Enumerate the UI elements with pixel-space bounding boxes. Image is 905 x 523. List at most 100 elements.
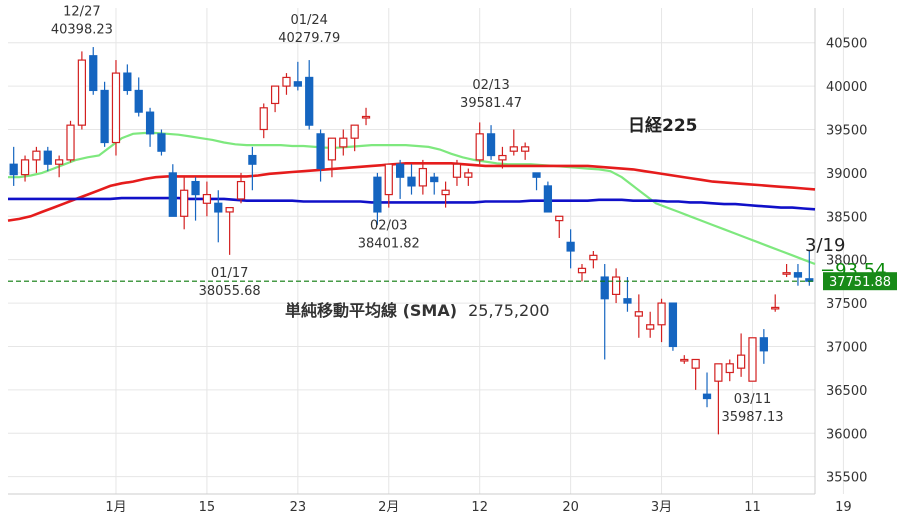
candle-body [430, 176, 439, 183]
y-tick-label: 36000 [826, 427, 867, 442]
x-tick-label: 11 [744, 500, 761, 515]
candle-down [191, 177, 200, 221]
candle-up [736, 333, 746, 377]
candle-body [418, 167, 427, 187]
candle-up [657, 298, 666, 343]
sma200-line [8, 196, 816, 211]
candle-body [270, 85, 280, 105]
candle-body [293, 81, 302, 87]
candle-body [9, 163, 18, 176]
y-tick-label: 37500 [826, 297, 867, 312]
candle-up [418, 159, 427, 195]
candle-body [646, 324, 655, 330]
x-tick-label: 1月 [105, 500, 126, 515]
candle-up [782, 264, 791, 278]
candle-up [589, 251, 598, 269]
candle-body [691, 358, 700, 369]
y-tick-label: 39000 [826, 167, 867, 182]
candle-body [714, 363, 723, 382]
annotation-low: 01/17 38055.68 [199, 266, 261, 299]
y-tick-label: 35500 [826, 471, 867, 486]
candle-up [452, 159, 462, 186]
chart-title: 日経225 [628, 115, 698, 136]
candle-up [464, 168, 473, 186]
candle-down [486, 125, 496, 160]
candle-down [168, 164, 177, 217]
candle-body [759, 337, 768, 352]
candle-body [543, 185, 553, 213]
candle-body [464, 172, 473, 178]
candle-up [555, 215, 564, 238]
candle-up [498, 146, 507, 169]
candle-body [475, 133, 484, 161]
candle-body [191, 180, 200, 196]
candle-body [43, 150, 52, 165]
candle-up [339, 129, 348, 156]
last-date-label: 3/19 [805, 235, 845, 256]
annotation-high: 02/13 39581.47 [460, 78, 522, 111]
candle-up [634, 294, 643, 338]
candle-up [225, 207, 234, 255]
candle-body [89, 55, 98, 92]
y-tick-label: 38000 [826, 254, 867, 269]
candle-down [623, 277, 632, 312]
annotation-date: 02/13 [472, 78, 509, 93]
indicator-label: 単純移動平均線 (SMA) 25,75,200 [285, 301, 550, 320]
y-tick-label: 39500 [826, 124, 867, 139]
candle-body [532, 172, 541, 178]
candle-body [736, 354, 746, 369]
candle-up [32, 146, 41, 173]
candle-body [782, 272, 791, 275]
candle-body [168, 172, 177, 217]
y-tick-label: 37000 [826, 340, 867, 355]
candle-down [373, 172, 382, 225]
annotation-date: 03/11 [734, 392, 771, 407]
candle-up [714, 363, 723, 435]
candle-body [111, 72, 121, 144]
candle-body [373, 176, 382, 213]
candle-body [702, 393, 712, 400]
candle-down [396, 159, 405, 199]
candle-body [100, 89, 109, 144]
candle-body [248, 154, 257, 165]
candle-down [566, 229, 575, 269]
y-tick-label: 40000 [826, 80, 867, 95]
sma-lines [7, 131, 816, 266]
candle-body [600, 276, 609, 300]
candle-up [521, 142, 530, 160]
x-tick-label: 12 [471, 500, 488, 515]
candle-down [100, 81, 109, 147]
annotation-value: 38055.68 [199, 284, 261, 299]
candle-body [509, 146, 518, 152]
x-tick-label: 23 [290, 500, 307, 515]
candle-body [577, 267, 587, 274]
candle-down [759, 329, 768, 364]
candle-down [793, 264, 803, 286]
annotation-low: 03/11 35987.13 [721, 392, 783, 425]
candle-up [646, 311, 655, 338]
candle-body [134, 89, 143, 113]
candle-up [748, 337, 757, 382]
candle-up [236, 172, 246, 204]
candle-up [180, 177, 189, 230]
candle-up [77, 51, 87, 130]
candle-up [475, 122, 484, 165]
candle-up [259, 103, 268, 139]
candle-body [486, 133, 496, 157]
candle-body [657, 302, 666, 326]
candle-body [634, 311, 643, 317]
indicator-params: 25,75,200 [468, 301, 549, 320]
candle-body [214, 202, 223, 213]
candle-up [20, 155, 30, 182]
y-tick-label: 38500 [826, 210, 867, 225]
candle-body [327, 137, 337, 161]
candle-body [20, 159, 30, 176]
candle-down [157, 129, 166, 156]
candle-down [214, 190, 223, 243]
candle-body [316, 133, 325, 170]
x-tick-label: 15 [199, 500, 216, 515]
candle-down [9, 146, 18, 186]
annotation-value: 39581.47 [460, 96, 522, 111]
